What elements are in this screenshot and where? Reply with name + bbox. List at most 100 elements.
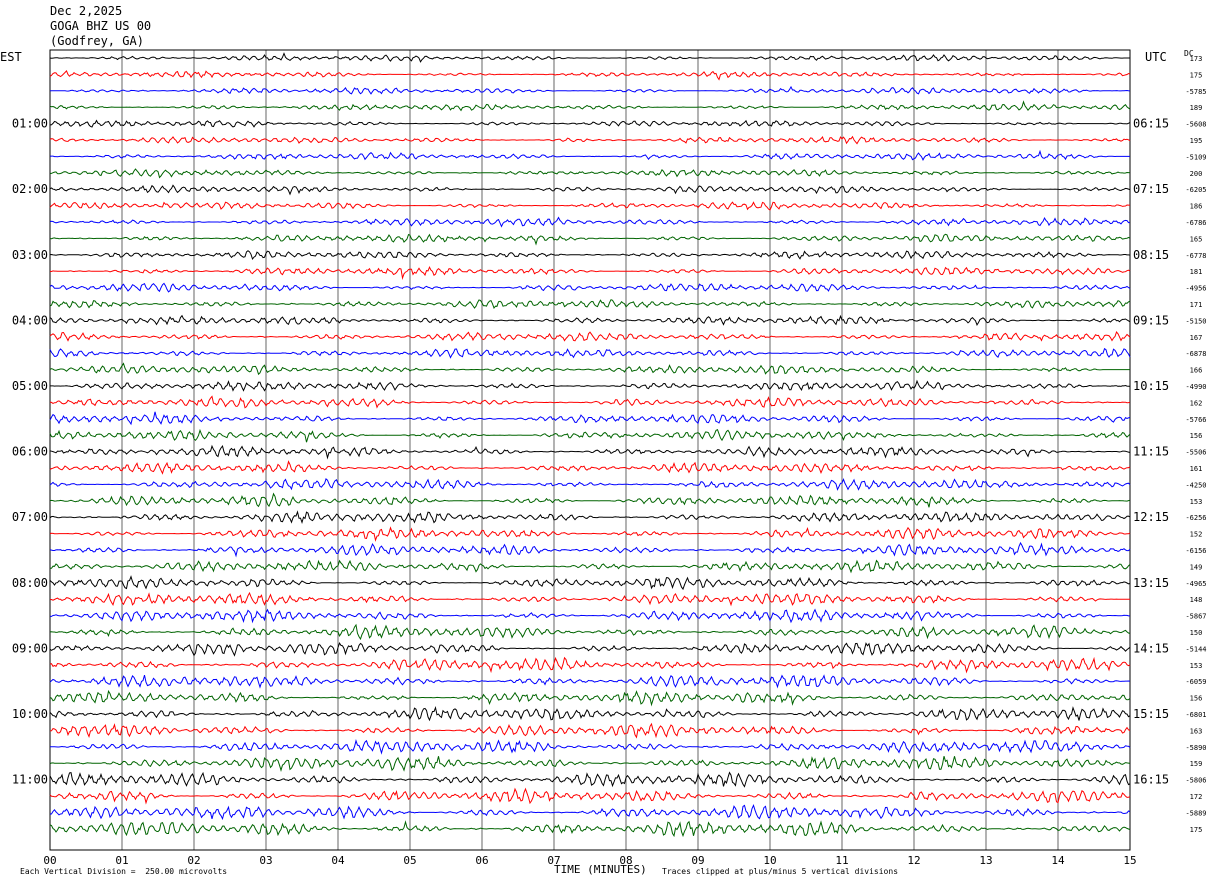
chart-date: Dec 2,2025 bbox=[50, 4, 123, 18]
right-hour-label: 15:15 bbox=[1133, 707, 1169, 721]
dc-offset-label: 156 bbox=[1190, 432, 1203, 440]
seismic-trace bbox=[49, 804, 1131, 821]
right-hour-label: 08:15 bbox=[1133, 248, 1169, 262]
x-tick-label: 11 bbox=[835, 854, 848, 867]
seismic-trace bbox=[49, 411, 1131, 426]
right-hour-label: 16:15 bbox=[1133, 773, 1169, 787]
dc-offset-label: 189 bbox=[1190, 104, 1203, 112]
x-axis-title: TIME (MINUTES) bbox=[554, 863, 647, 876]
dc-offset-label: 153 bbox=[1190, 662, 1203, 670]
dc-offset-label: 172 bbox=[1190, 793, 1203, 801]
right-hour-label: 09:15 bbox=[1133, 313, 1169, 327]
x-tick-label: 08 bbox=[619, 854, 632, 867]
seismic-trace bbox=[49, 184, 1131, 196]
dc-offset-label: -6801 bbox=[1185, 711, 1206, 719]
left-hour-label: 09:00 bbox=[12, 641, 48, 655]
left-hour-label: 10:00 bbox=[12, 707, 48, 721]
x-tick-label: 09 bbox=[691, 854, 704, 867]
x-tick-label: 05 bbox=[403, 854, 416, 867]
seismic-trace bbox=[50, 739, 1131, 755]
dc-offset-label: 153 bbox=[1190, 498, 1203, 506]
dc-offset-label: 161 bbox=[1190, 465, 1203, 473]
seismic-trace bbox=[49, 705, 1131, 722]
seismic-trace bbox=[49, 250, 1131, 261]
left-hour-label: 08:00 bbox=[12, 576, 48, 590]
dc-offset-label: -5109 bbox=[1185, 153, 1206, 161]
left-hour-label: 04:00 bbox=[12, 313, 48, 327]
station-code: GOGA BHZ US 00 bbox=[50, 19, 152, 33]
dc-offset-label: -6156 bbox=[1185, 547, 1206, 555]
seismic-trace bbox=[49, 526, 1131, 542]
dc-offset-label: -6786 bbox=[1185, 219, 1206, 227]
seismic-trace bbox=[49, 771, 1131, 788]
right-hour-label: 14:15 bbox=[1133, 641, 1169, 655]
seismic-trace bbox=[49, 314, 1131, 327]
seismic-trace bbox=[49, 85, 1131, 95]
right-hour-label: 10:15 bbox=[1133, 379, 1169, 393]
x-tick-label: 02 bbox=[187, 854, 200, 867]
dc-offset-header: DC bbox=[1184, 49, 1194, 58]
x-tick-label: 06 bbox=[475, 854, 488, 867]
seismic-trace bbox=[49, 674, 1131, 689]
seismic-trace bbox=[49, 149, 1130, 162]
x-tick-label: 07 bbox=[547, 854, 560, 867]
seismic-trace bbox=[49, 444, 1131, 460]
seismic-trace bbox=[50, 559, 1131, 574]
dc-offset-label: -6059 bbox=[1185, 678, 1206, 686]
dc-offset-label: -6205 bbox=[1185, 186, 1206, 194]
left-hour-label: 07:00 bbox=[12, 510, 48, 524]
x-tick-label: 00 bbox=[43, 854, 56, 867]
seismic-trace bbox=[49, 756, 1131, 772]
left-hour-label: 02:00 bbox=[12, 182, 48, 196]
dc-offset-label: -4990 bbox=[1185, 383, 1206, 391]
seismic-trace bbox=[49, 787, 1131, 805]
dc-offset-label: 148 bbox=[1190, 596, 1203, 604]
right-hour-label: 11:15 bbox=[1133, 445, 1169, 459]
seismic-trace bbox=[49, 135, 1131, 145]
dc-offset-label: -5506 bbox=[1185, 449, 1206, 457]
right-hour-label: 13:15 bbox=[1133, 576, 1169, 590]
seismic-trace bbox=[49, 492, 1131, 508]
seismic-trace bbox=[49, 216, 1130, 228]
dc-offset-label: 181 bbox=[1190, 268, 1203, 276]
dc-offset-label: 195 bbox=[1190, 137, 1203, 145]
seismic-trace bbox=[49, 641, 1131, 657]
x-tick-label: 10 bbox=[763, 854, 776, 867]
seismic-trace bbox=[49, 656, 1131, 674]
seismic-trace bbox=[49, 347, 1131, 359]
dc-offset-label: 175 bbox=[1190, 826, 1203, 834]
seismic-trace bbox=[49, 201, 1131, 211]
seismic-trace bbox=[49, 168, 1131, 179]
dc-offset-label: 167 bbox=[1190, 334, 1203, 342]
seismic-trace bbox=[49, 623, 1131, 641]
dc-offset-label: -5867 bbox=[1185, 613, 1206, 621]
seismic-trace bbox=[49, 362, 1130, 376]
right-timezone-label: UTC bbox=[1145, 50, 1167, 64]
dc-offset-label: -5608 bbox=[1185, 121, 1206, 129]
seismic-trace bbox=[49, 52, 1130, 63]
left-timezone-label: EST bbox=[0, 50, 22, 64]
dc-offset-label: -5150 bbox=[1185, 317, 1206, 325]
dc-offset-label: 175 bbox=[1190, 71, 1203, 79]
dc-offset-label: 166 bbox=[1190, 367, 1203, 375]
dc-offset-label: 186 bbox=[1190, 203, 1203, 211]
dc-offset-label: 200 bbox=[1190, 170, 1203, 178]
dc-offset-label: -5144 bbox=[1185, 645, 1206, 653]
dc-offset-label: 156 bbox=[1190, 695, 1203, 703]
x-tick-label: 13 bbox=[979, 854, 992, 867]
seismic-trace bbox=[49, 820, 1131, 838]
seismic-trace bbox=[50, 608, 1130, 624]
seismic-trace bbox=[49, 299, 1131, 309]
dc-offset-label: -4956 bbox=[1185, 285, 1206, 293]
seismic-trace bbox=[49, 541, 1131, 558]
dc-offset-label: 163 bbox=[1190, 727, 1203, 735]
dc-offset-label: -4965 bbox=[1185, 580, 1206, 588]
dc-offset-label: 150 bbox=[1190, 629, 1203, 637]
dc-offset-label: -6878 bbox=[1185, 350, 1206, 358]
left-hour-label: 03:00 bbox=[12, 248, 48, 262]
dc-offset-label: -5806 bbox=[1185, 777, 1206, 785]
seismic-trace bbox=[49, 69, 1131, 81]
right-hour-label: 06:15 bbox=[1133, 117, 1169, 131]
dc-offset-label: -4250 bbox=[1185, 481, 1206, 489]
